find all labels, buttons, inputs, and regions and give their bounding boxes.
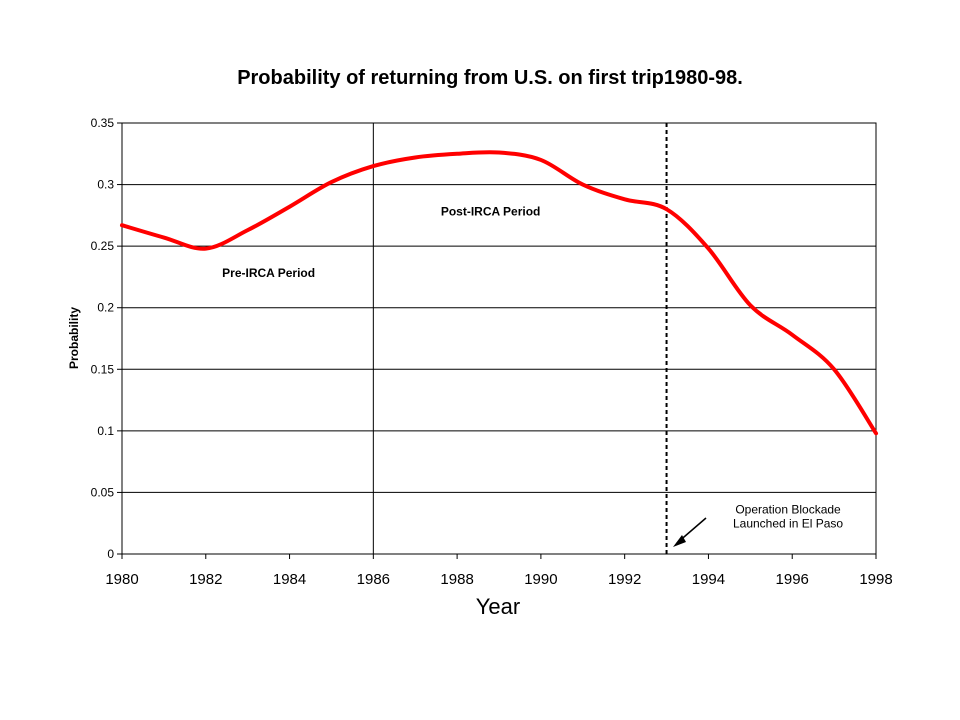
x-axis-label: Year bbox=[476, 594, 520, 619]
x-axis-ticks: 1980 1982 1984 1986 1988 1990 1992 1994 1996 1998 bbox=[105, 554, 893, 588]
series-line-0 bbox=[120, 150, 878, 436]
y-tick-label: 0.2 bbox=[97, 301, 114, 315]
x-tick-label: 1982 bbox=[189, 571, 222, 588]
region-label-1: Post-IRCA Period bbox=[441, 204, 541, 218]
annotations: Pre-IRCA Period Post-IRCA Period Operation… bbox=[222, 204, 843, 547]
callout-label-line-0: Operation Blockade bbox=[735, 502, 841, 516]
y-tick-label: 0.15 bbox=[91, 362, 115, 376]
x-tick-label: 1990 bbox=[524, 571, 557, 588]
x-tick-label: 1984 bbox=[273, 571, 306, 588]
gridlines bbox=[122, 122, 876, 493]
y-tick-label: 0.3 bbox=[97, 178, 114, 192]
y-tick-label: 0.35 bbox=[91, 116, 115, 130]
chart-title: Probability of returning from U.S. on fi… bbox=[237, 67, 743, 89]
y-tick-label: 0.25 bbox=[91, 239, 115, 253]
x-tick-label: 1994 bbox=[692, 571, 725, 588]
x-tick-label: 1980 bbox=[105, 571, 138, 588]
x-tick-label: 1986 bbox=[357, 571, 390, 588]
y-tick-label: 0.1 bbox=[97, 424, 114, 438]
callout-arrowhead bbox=[673, 535, 686, 547]
x-tick-label: 1992 bbox=[608, 571, 641, 588]
y-tick-label: 0.05 bbox=[91, 485, 115, 499]
series-group bbox=[120, 150, 878, 436]
callout-label-line-1: Launched in El Paso bbox=[733, 516, 843, 530]
y-axis-ticks: 0 0.05 0.1 0.15 0.2 0.25 0.3 0.35 bbox=[91, 116, 122, 561]
plot-area-border bbox=[121, 122, 877, 555]
x-tick-label: 1988 bbox=[440, 571, 473, 588]
x-tick-label: 1996 bbox=[776, 571, 809, 588]
y-tick-label: 0 bbox=[107, 547, 114, 561]
region-label-0: Pre-IRCA Period bbox=[222, 266, 315, 280]
x-tick-label: 1998 bbox=[859, 571, 892, 588]
reference-lines bbox=[372, 123, 668, 554]
y-axis-label: Probability bbox=[67, 307, 81, 369]
